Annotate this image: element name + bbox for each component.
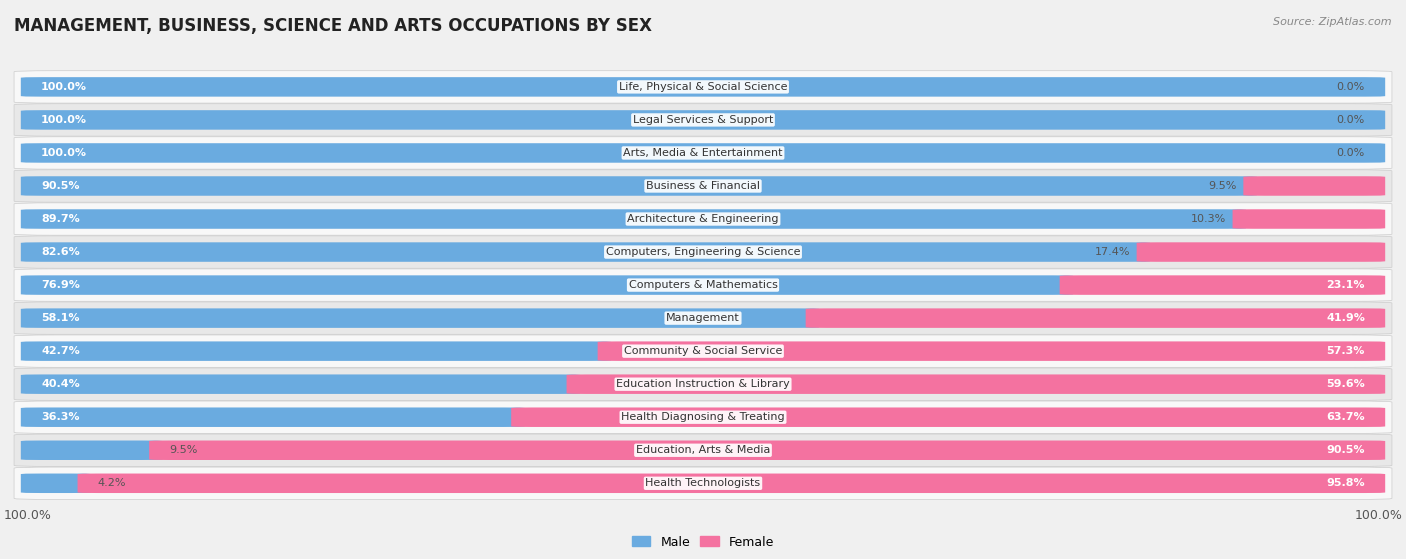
- Text: 9.5%: 9.5%: [1208, 181, 1237, 191]
- Text: 100.0%: 100.0%: [41, 115, 87, 125]
- Text: 36.3%: 36.3%: [41, 412, 80, 422]
- Text: 40.4%: 40.4%: [41, 379, 80, 389]
- FancyBboxPatch shape: [14, 236, 1392, 268]
- FancyBboxPatch shape: [21, 110, 1385, 130]
- Text: MANAGEMENT, BUSINESS, SCIENCE AND ARTS OCCUPATIONS BY SEX: MANAGEMENT, BUSINESS, SCIENCE AND ARTS O…: [14, 17, 652, 35]
- FancyBboxPatch shape: [1136, 242, 1385, 262]
- Text: Community & Social Service: Community & Social Service: [624, 346, 782, 356]
- Text: 100.0%: 100.0%: [41, 82, 87, 92]
- Text: Computers, Engineering & Science: Computers, Engineering & Science: [606, 247, 800, 257]
- FancyBboxPatch shape: [14, 302, 1392, 334]
- Text: Health Technologists: Health Technologists: [645, 479, 761, 488]
- FancyBboxPatch shape: [14, 104, 1392, 136]
- FancyBboxPatch shape: [21, 342, 612, 361]
- Text: 9.5%: 9.5%: [169, 446, 198, 455]
- FancyBboxPatch shape: [567, 375, 1385, 394]
- Text: 42.7%: 42.7%: [41, 346, 80, 356]
- FancyBboxPatch shape: [21, 473, 91, 493]
- FancyBboxPatch shape: [21, 309, 820, 328]
- FancyBboxPatch shape: [598, 342, 1385, 361]
- FancyBboxPatch shape: [149, 440, 1385, 460]
- Text: 59.6%: 59.6%: [1326, 379, 1365, 389]
- FancyBboxPatch shape: [14, 269, 1392, 301]
- FancyBboxPatch shape: [21, 242, 1150, 262]
- Text: Management: Management: [666, 313, 740, 323]
- FancyBboxPatch shape: [14, 368, 1392, 400]
- Text: 17.4%: 17.4%: [1094, 247, 1130, 257]
- Text: 100.0%: 100.0%: [41, 148, 87, 158]
- FancyBboxPatch shape: [14, 137, 1392, 169]
- Text: Source: ZipAtlas.com: Source: ZipAtlas.com: [1274, 17, 1392, 27]
- FancyBboxPatch shape: [77, 473, 1385, 493]
- FancyBboxPatch shape: [14, 203, 1392, 235]
- Text: Education Instruction & Library: Education Instruction & Library: [616, 379, 790, 389]
- FancyBboxPatch shape: [21, 209, 1246, 229]
- Text: 90.5%: 90.5%: [1326, 446, 1365, 455]
- FancyBboxPatch shape: [21, 77, 1385, 97]
- Text: 4.2%: 4.2%: [98, 479, 127, 488]
- Text: Business & Financial: Business & Financial: [645, 181, 761, 191]
- Text: 57.3%: 57.3%: [1326, 346, 1365, 356]
- Text: Legal Services & Support: Legal Services & Support: [633, 115, 773, 125]
- FancyBboxPatch shape: [1243, 176, 1385, 196]
- FancyBboxPatch shape: [21, 176, 1257, 196]
- FancyBboxPatch shape: [512, 408, 1385, 427]
- Text: Architecture & Engineering: Architecture & Engineering: [627, 214, 779, 224]
- Text: 41.9%: 41.9%: [1326, 313, 1365, 323]
- Text: 23.1%: 23.1%: [1326, 280, 1365, 290]
- FancyBboxPatch shape: [1233, 209, 1385, 229]
- FancyBboxPatch shape: [14, 335, 1392, 367]
- Text: Life, Physical & Social Science: Life, Physical & Social Science: [619, 82, 787, 92]
- Text: Health Diagnosing & Treating: Health Diagnosing & Treating: [621, 412, 785, 422]
- Text: 76.9%: 76.9%: [41, 280, 80, 290]
- FancyBboxPatch shape: [1060, 276, 1385, 295]
- Text: 10.3%: 10.3%: [1191, 214, 1226, 224]
- FancyBboxPatch shape: [21, 408, 524, 427]
- Text: 0.0%: 0.0%: [1337, 148, 1365, 158]
- Text: 0.0%: 0.0%: [1337, 82, 1365, 92]
- FancyBboxPatch shape: [21, 440, 163, 460]
- Text: 0.0%: 0.0%: [1337, 115, 1365, 125]
- Text: 89.7%: 89.7%: [41, 214, 80, 224]
- Text: Education, Arts & Media: Education, Arts & Media: [636, 446, 770, 455]
- FancyBboxPatch shape: [21, 375, 581, 394]
- Text: 90.5%: 90.5%: [41, 181, 80, 191]
- FancyBboxPatch shape: [21, 143, 1385, 163]
- Text: 58.1%: 58.1%: [41, 313, 80, 323]
- FancyBboxPatch shape: [14, 467, 1392, 500]
- Text: 95.8%: 95.8%: [1326, 479, 1365, 488]
- FancyBboxPatch shape: [14, 434, 1392, 466]
- FancyBboxPatch shape: [14, 70, 1392, 103]
- FancyBboxPatch shape: [806, 309, 1385, 328]
- Text: Computers & Mathematics: Computers & Mathematics: [628, 280, 778, 290]
- FancyBboxPatch shape: [14, 401, 1392, 433]
- Text: 63.7%: 63.7%: [1326, 412, 1365, 422]
- Text: Arts, Media & Entertainment: Arts, Media & Entertainment: [623, 148, 783, 158]
- FancyBboxPatch shape: [21, 276, 1073, 295]
- Text: 82.6%: 82.6%: [41, 247, 80, 257]
- Legend: Male, Female: Male, Female: [627, 530, 779, 553]
- FancyBboxPatch shape: [14, 170, 1392, 202]
